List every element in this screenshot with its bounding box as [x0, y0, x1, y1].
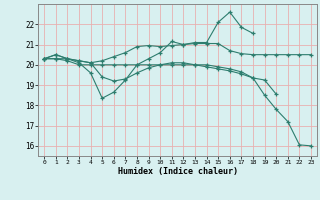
X-axis label: Humidex (Indice chaleur): Humidex (Indice chaleur) — [118, 167, 238, 176]
